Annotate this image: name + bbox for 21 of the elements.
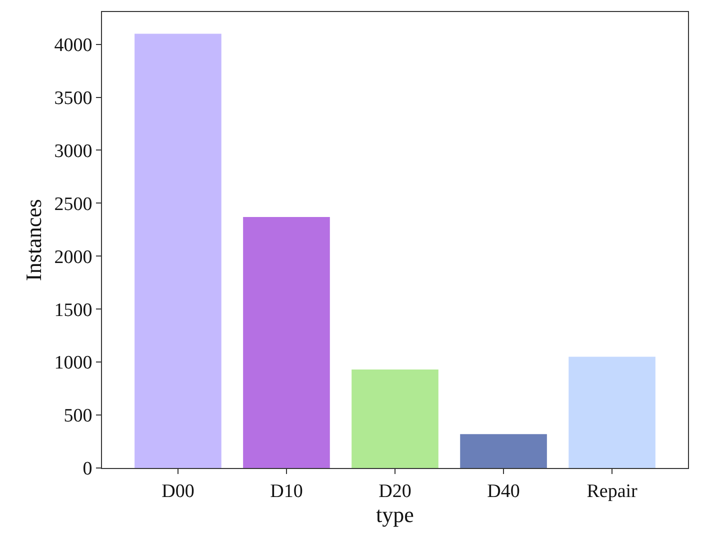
x-tick-label: D00 (162, 480, 194, 502)
bar (568, 356, 656, 468)
x-tick-label: Repair (586, 480, 638, 502)
x-tick-label: D40 (487, 480, 520, 502)
y-tick-label: 1500 (54, 300, 92, 321)
x-axis-title: type (376, 502, 414, 527)
bar (243, 216, 330, 468)
bar (352, 369, 438, 468)
y-tick-label: 1000 (54, 352, 92, 374)
y-tick-label: 0 (82, 458, 92, 480)
y-tick-label: 2500 (54, 194, 92, 215)
bar (134, 34, 222, 468)
x-tick-label: D20 (378, 480, 412, 502)
y-tick-label: 3500 (54, 88, 92, 109)
y-tick-label: 4000 (54, 34, 92, 56)
y-axis-title: Instances (21, 199, 46, 281)
y-tick-label: 500 (64, 406, 92, 427)
bar (460, 434, 547, 468)
y-tick-label: 3000 (54, 140, 92, 162)
y-tick-label: 2000 (54, 246, 92, 268)
x-tick-label: D10 (270, 480, 303, 502)
